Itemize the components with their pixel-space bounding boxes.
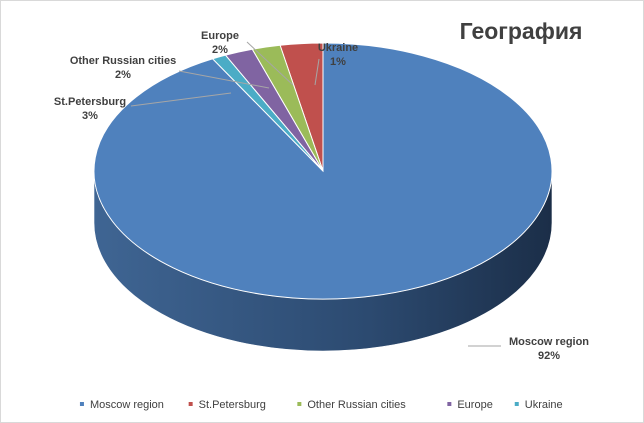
- pie-slice-ukraine: [211, 54, 324, 172]
- legend-marker-st-petersburg: [188, 402, 193, 406]
- legend-item-st-petersburg: St.Petersburg: [188, 399, 266, 411]
- legend-item-moscow-region: Moscow region: [79, 399, 164, 411]
- data-label-value-moscow-region: 92%: [538, 350, 560, 362]
- legend: Moscow region St.Petersburg Other Russian …: [79, 399, 563, 411]
- pie-top: [93, 42, 553, 300]
- legend-marker-ukraine: [514, 402, 519, 406]
- legend-item-ukraine: Ukraine: [514, 399, 563, 411]
- pie-leaders: [130, 41, 501, 347]
- legend-label-ukraine: Ukraine: [525, 399, 563, 411]
- leader-line-st-petersburg: [130, 92, 232, 107]
- data-label-value-other-russian-cities: 2%: [115, 69, 131, 81]
- legend-label-other-russian-cities: Other Russian cities: [307, 399, 406, 411]
- legend-label-moscow-region: Moscow region: [90, 399, 164, 411]
- legend-label-europe: Europe: [457, 399, 492, 411]
- pie-labels: Moscow region 92% St.Petersburg 3% Other Rus…: [54, 30, 589, 362]
- data-label-value-st-petersburg: 3%: [82, 110, 98, 122]
- data-label-name-europe: Europe: [201, 30, 239, 42]
- data-label-name-ukraine: Ukraine: [318, 42, 358, 54]
- data-label-name-moscow-region: Moscow region: [509, 336, 589, 348]
- leader-line-other-russian-cities: [178, 70, 270, 89]
- data-label-name-st-petersburg: St.Petersburg: [54, 96, 126, 108]
- data-label-name-other-russian-cities: Other Russian cities: [70, 55, 176, 67]
- leader-line-ukraine: [314, 58, 320, 86]
- legend-item-other-russian-cities: Other Russian cities: [297, 399, 406, 411]
- legend-item-europe: Europe: [447, 399, 493, 411]
- data-label-value-ukraine: 1%: [330, 56, 346, 68]
- chart-title: География: [460, 18, 583, 44]
- data-label-value-europe: 2%: [212, 44, 228, 56]
- legend-label-st-petersburg: St.Petersburg: [199, 399, 266, 411]
- legend-marker-moscow-region: [79, 402, 84, 406]
- legend-marker-other-russian-cities: [297, 402, 302, 406]
- legend-marker-europe: [447, 402, 452, 406]
- leader-line-europe: [246, 41, 294, 86]
